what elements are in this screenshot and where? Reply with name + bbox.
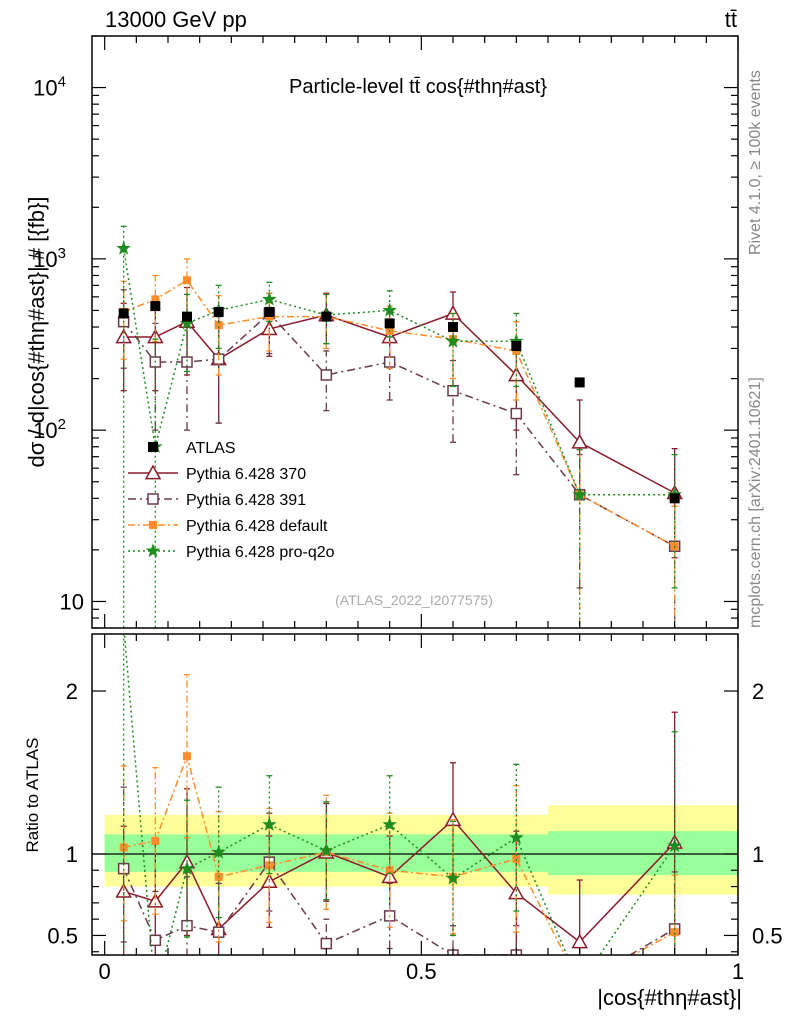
ratio-point-pq2o (382, 816, 397, 831)
ratio-plot-ticks: 0.5 0.5 1 1 2 2 0 0.5 1 (47, 634, 783, 984)
data-point-pq2o (116, 240, 131, 255)
data-point-atlas (448, 322, 458, 333)
legend-marker-pdefault (149, 521, 157, 529)
ratio-point-pq2o (262, 816, 277, 831)
data-point-atlas (264, 306, 275, 317)
ratio-y-tick-label-right: 1 (752, 842, 764, 867)
ratio-plot-frame (91, 633, 739, 956)
legend: ATLAS Pythia 6.428 370 Pythia 6.428 391 Pyt… (128, 440, 335, 561)
ratio-point-pq2o (211, 844, 226, 859)
data-point-pdefault (214, 321, 223, 330)
ratio-y-tick-label-right: 0.5 (752, 923, 783, 948)
ratio-line-pdefault (123, 753, 676, 955)
main-plot-title: Particle-level tt̄ cos{#thη#ast} (289, 76, 547, 98)
header-process-label: tt̄ (725, 7, 737, 32)
data-point-p391 (181, 356, 193, 368)
ratio-plot-data (92, 634, 738, 998)
ratio-point-pq2o (445, 870, 461, 885)
data-point-atlas (182, 311, 192, 322)
data-point-pq2o (262, 291, 277, 306)
series-p391 (117, 289, 681, 628)
x-tick-label: 1 (732, 959, 744, 984)
mcplots-note: mcplots.cern.ch [arXiv:2401.10621] (747, 377, 764, 628)
data-point-atlas (511, 340, 522, 351)
ratio-point-pdefault (385, 866, 394, 875)
rivet-note: Rivet 4.1.0, ≥ 100k events (747, 70, 764, 255)
legend-label-p391: Pythia 6.428 391 (186, 492, 306, 509)
ratio-point-p391 (320, 937, 333, 950)
data-point-atlas (321, 311, 332, 322)
data-point-atlas (213, 306, 224, 317)
data-point-pdefault (151, 295, 160, 304)
ratio-point-pdefault (576, 980, 584, 988)
ratio-y-tick-label-left: 2 (66, 679, 78, 704)
data-point-p370 (571, 433, 588, 449)
x-axis-label: |cos{#thη#ast}| (597, 985, 742, 1010)
data-point-atlas (574, 377, 585, 388)
legend-label-p370: Pythia 6.428 370 (186, 466, 306, 483)
ratio-point-pq2o (667, 838, 682, 853)
main-plot-frame (91, 35, 739, 629)
data-point-p391 (510, 407, 523, 420)
series-line-p391 (123, 312, 676, 547)
ratio-point-p391 (149, 934, 162, 947)
legend-marker-p391 (147, 493, 159, 505)
ratio-y-tick-label-right: 2 (752, 679, 764, 704)
ratio-series-pq2o (123, 634, 682, 998)
header-energy-label: 13000 GeV pp (105, 7, 247, 32)
data-point-atlas (384, 318, 395, 329)
ratio-plot-panel: 0.5 0.5 1 1 2 2 0 0.5 1 Ratio to ATLAS |cos{#thη… (23, 633, 783, 1010)
legend-marker-p370 (144, 464, 162, 480)
main-plot-data (115, 225, 683, 628)
ratio-point-pdefault (670, 928, 679, 937)
data-point-atlas (118, 308, 129, 319)
data-point-atlas (669, 493, 680, 504)
legend-label-pdefault: Pythia 6.428 default (186, 518, 328, 535)
ratio-plot-ylabel: Ratio to ATLAS (23, 738, 42, 853)
ratio-point-pdefault (265, 861, 274, 870)
legend-label-pq2o: Pythia 6.428 pro-q2o (186, 544, 335, 561)
ratio-point-pdefault (119, 843, 128, 852)
legend-marker-pq2o (145, 543, 161, 558)
data-point-p370 (444, 304, 462, 320)
ratio-point-pq2o (574, 978, 586, 990)
data-point-pq2o (445, 333, 461, 348)
ratio-y-tick-label-left: 1 (66, 842, 78, 867)
series-line-pq2o (122, 248, 675, 496)
main-plot-ylabel: dσ / d|cos{#thη#ast}| # [{fb}] (24, 197, 49, 468)
data-point-pq2o (572, 487, 587, 501)
ratio-point-p370 (147, 892, 164, 908)
analysis-watermark: (ATLAS_2022_I2077575) (335, 592, 493, 608)
legend-label-atlas: ATLAS (186, 440, 236, 457)
ratio-point-pdefault (512, 854, 521, 863)
x-tick-label: 0 (99, 959, 111, 984)
ratio-point-pq2o (509, 830, 524, 844)
series-pdefault (119, 258, 679, 628)
uncertainty-band-inner (104, 831, 738, 876)
ratio-point-pdefault (183, 752, 191, 761)
y-tick-label: 104 (33, 74, 66, 101)
y-tick-label: 10 (60, 589, 84, 614)
ratio-point-pq2o (149, 986, 161, 998)
data-point-pdefault (183, 276, 191, 285)
series-atlas (118, 301, 680, 504)
ratio-point-pdefault (151, 836, 160, 845)
ratio-point-pq2o (319, 843, 334, 857)
ratio-y-tick-label-left: 0.5 (47, 923, 78, 948)
data-point-atlas (150, 301, 161, 312)
data-point-pq2o (382, 302, 397, 317)
data-point-p391 (320, 369, 333, 381)
x-tick-label: 0.5 (406, 959, 437, 984)
data-point-p391 (447, 384, 459, 397)
ratio-point-p370 (571, 933, 588, 949)
ratio-point-p391 (575, 979, 585, 989)
legend-marker-atlas (148, 442, 158, 452)
ratio-point-pq2o (179, 860, 195, 875)
